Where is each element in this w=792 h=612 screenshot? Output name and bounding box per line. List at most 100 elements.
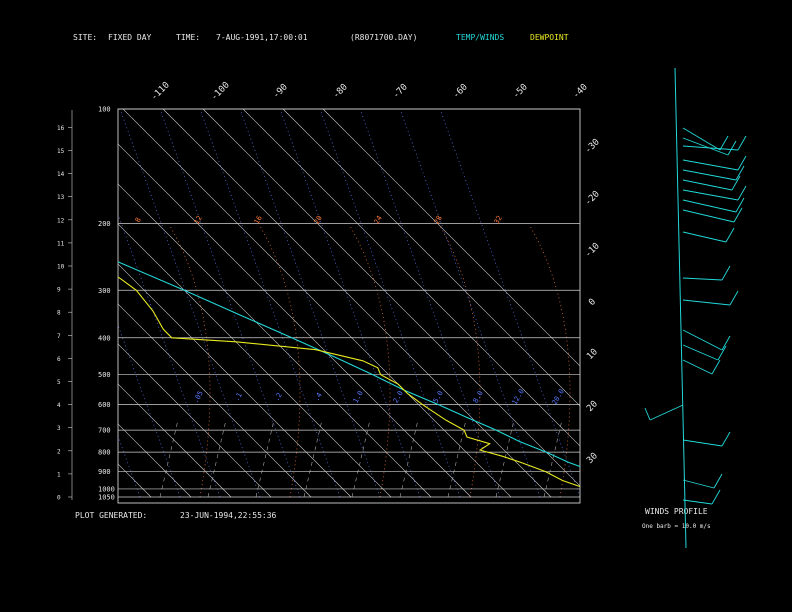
isotherm-line — [118, 383, 232, 498]
isotherm-line — [118, 183, 432, 498]
isotherm-label: -50 — [511, 82, 530, 101]
plot-generated-label: PLOT GENERATED: — [75, 511, 148, 520]
wind-barb — [682, 127, 721, 151]
wind-barb — [682, 344, 719, 361]
wind-barb — [682, 199, 737, 213]
isotherm-label: 10 — [585, 347, 600, 362]
height-tick-label: 6 — [57, 356, 61, 363]
moist-adiabat-line — [399, 419, 419, 498]
plot-frame — [117, 108, 581, 504]
plot-generated-value: 23-JUN-1994,22:55:36 — [180, 511, 277, 520]
moist-adiabat-line — [207, 419, 227, 498]
wind-barb — [682, 169, 737, 181]
moist-adiabat-line — [303, 419, 323, 498]
wind-barb-flag — [727, 140, 737, 156]
dry-adiabat-label: 8 — [134, 216, 143, 224]
isotherm-label: -80 — [331, 82, 350, 101]
legend-temp: TEMP/WINDS — [456, 33, 505, 42]
mixing-ratio-label: 8.0 — [472, 390, 485, 405]
legend-dewpoint: DEWPOINT — [530, 33, 569, 42]
mixing-ratio-label: 2.0 — [392, 390, 405, 405]
isotherm-line — [122, 109, 512, 498]
height-tick-label: 12 — [57, 217, 65, 224]
wind-barb — [682, 499, 713, 505]
mixing-ratio-label: .4 — [313, 391, 324, 402]
wind-barb-flag — [711, 359, 721, 375]
wind-barb-flag — [737, 155, 747, 171]
height-tick-label: 3 — [57, 425, 61, 432]
wind-barb — [682, 439, 723, 447]
isotherm-label: 0 — [587, 297, 598, 308]
height-tick-label: 7 — [57, 333, 61, 340]
isotherm-line — [162, 109, 552, 498]
isotherm-label: -90 — [271, 82, 290, 101]
height-tick-label: 8 — [57, 310, 61, 317]
time-value: 7-AUG-1991,17:00:01 — [216, 33, 308, 42]
temperature-trace — [118, 261, 580, 468]
wind-barb — [682, 179, 733, 191]
isotherm-line — [282, 109, 580, 407]
mixing-ratio-line — [119, 109, 261, 498]
height-tick-label: 4 — [57, 402, 61, 409]
isotherm-line — [118, 223, 392, 498]
isotherm-line — [0, 109, 71, 497]
wind-barb-flag — [731, 175, 741, 191]
isotherm-label: -20 — [583, 189, 602, 208]
site-value: FIXED DAY — [108, 33, 152, 42]
wind-barb-flag — [721, 265, 731, 281]
winds-profile-axis — [674, 67, 687, 549]
moist-adiabat-line — [351, 419, 371, 498]
mixing-ratio-line — [399, 109, 541, 498]
pressure-tick-label: 100 — [98, 106, 111, 114]
dry-adiabat-label: 16 — [253, 214, 264, 225]
height-tick-label: 1 — [57, 471, 61, 478]
moist-adiabat-line — [159, 419, 179, 498]
isotherm-label: -100 — [209, 80, 231, 102]
wind-barb-flag — [721, 335, 731, 351]
isotherm-line — [118, 263, 352, 498]
wind-barb — [682, 359, 713, 375]
wind-barb-flag — [733, 207, 743, 223]
dry-adiabat-line — [439, 225, 481, 498]
isotherm-label: -40 — [571, 82, 590, 101]
dry-adiabat-line — [349, 225, 391, 498]
pressure-tick-label: 300 — [98, 287, 111, 295]
isotherm-label: -10 — [583, 241, 602, 260]
pressure-tick-label: 800 — [98, 449, 111, 457]
moist-adiabat-line — [255, 419, 275, 498]
moist-adiabat-line — [543, 419, 563, 498]
wind-barb-flag — [717, 345, 727, 361]
wind-barb-flag — [644, 407, 651, 421]
height-tick-label: 5 — [57, 379, 61, 386]
dewpoint-trace — [118, 276, 580, 488]
wind-barb-flag — [725, 227, 735, 243]
winds-profile-note: One barb = 10.0 m/s — [642, 523, 711, 530]
pressure-tick-label: 600 — [98, 401, 111, 409]
dry-adiabat-label: 32 — [493, 214, 504, 225]
dry-adiabat-label: 28 — [433, 214, 444, 225]
height-tick-label: 15 — [57, 148, 65, 155]
pressure-tick-label: 200 — [98, 220, 111, 228]
pressure-tick-label: 500 — [98, 371, 111, 379]
wind-barb — [682, 137, 729, 156]
height-tick-label: 10 — [57, 264, 65, 271]
mixing-ratio-line — [279, 109, 421, 498]
height-tick-label: 0 — [57, 495, 61, 502]
pressure-tick-label: 900 — [98, 468, 111, 476]
isotherm-line — [118, 343, 272, 498]
isotherm-line — [0, 109, 31, 497]
wind-barb-flag — [711, 489, 721, 505]
isotherm-line — [0, 109, 111, 497]
wind-barb — [649, 404, 684, 421]
wind-barb — [682, 231, 727, 243]
wind-barb — [682, 299, 731, 306]
isotherm-label: 30 — [585, 451, 600, 466]
isotherm-line — [118, 463, 152, 498]
isotherm-label: -110 — [149, 80, 171, 102]
mixing-ratio-line — [359, 109, 501, 498]
wind-barb — [682, 145, 739, 151]
mixing-ratio-line — [239, 109, 381, 498]
wind-barb — [682, 479, 715, 489]
wind-barb-flag — [735, 197, 745, 213]
